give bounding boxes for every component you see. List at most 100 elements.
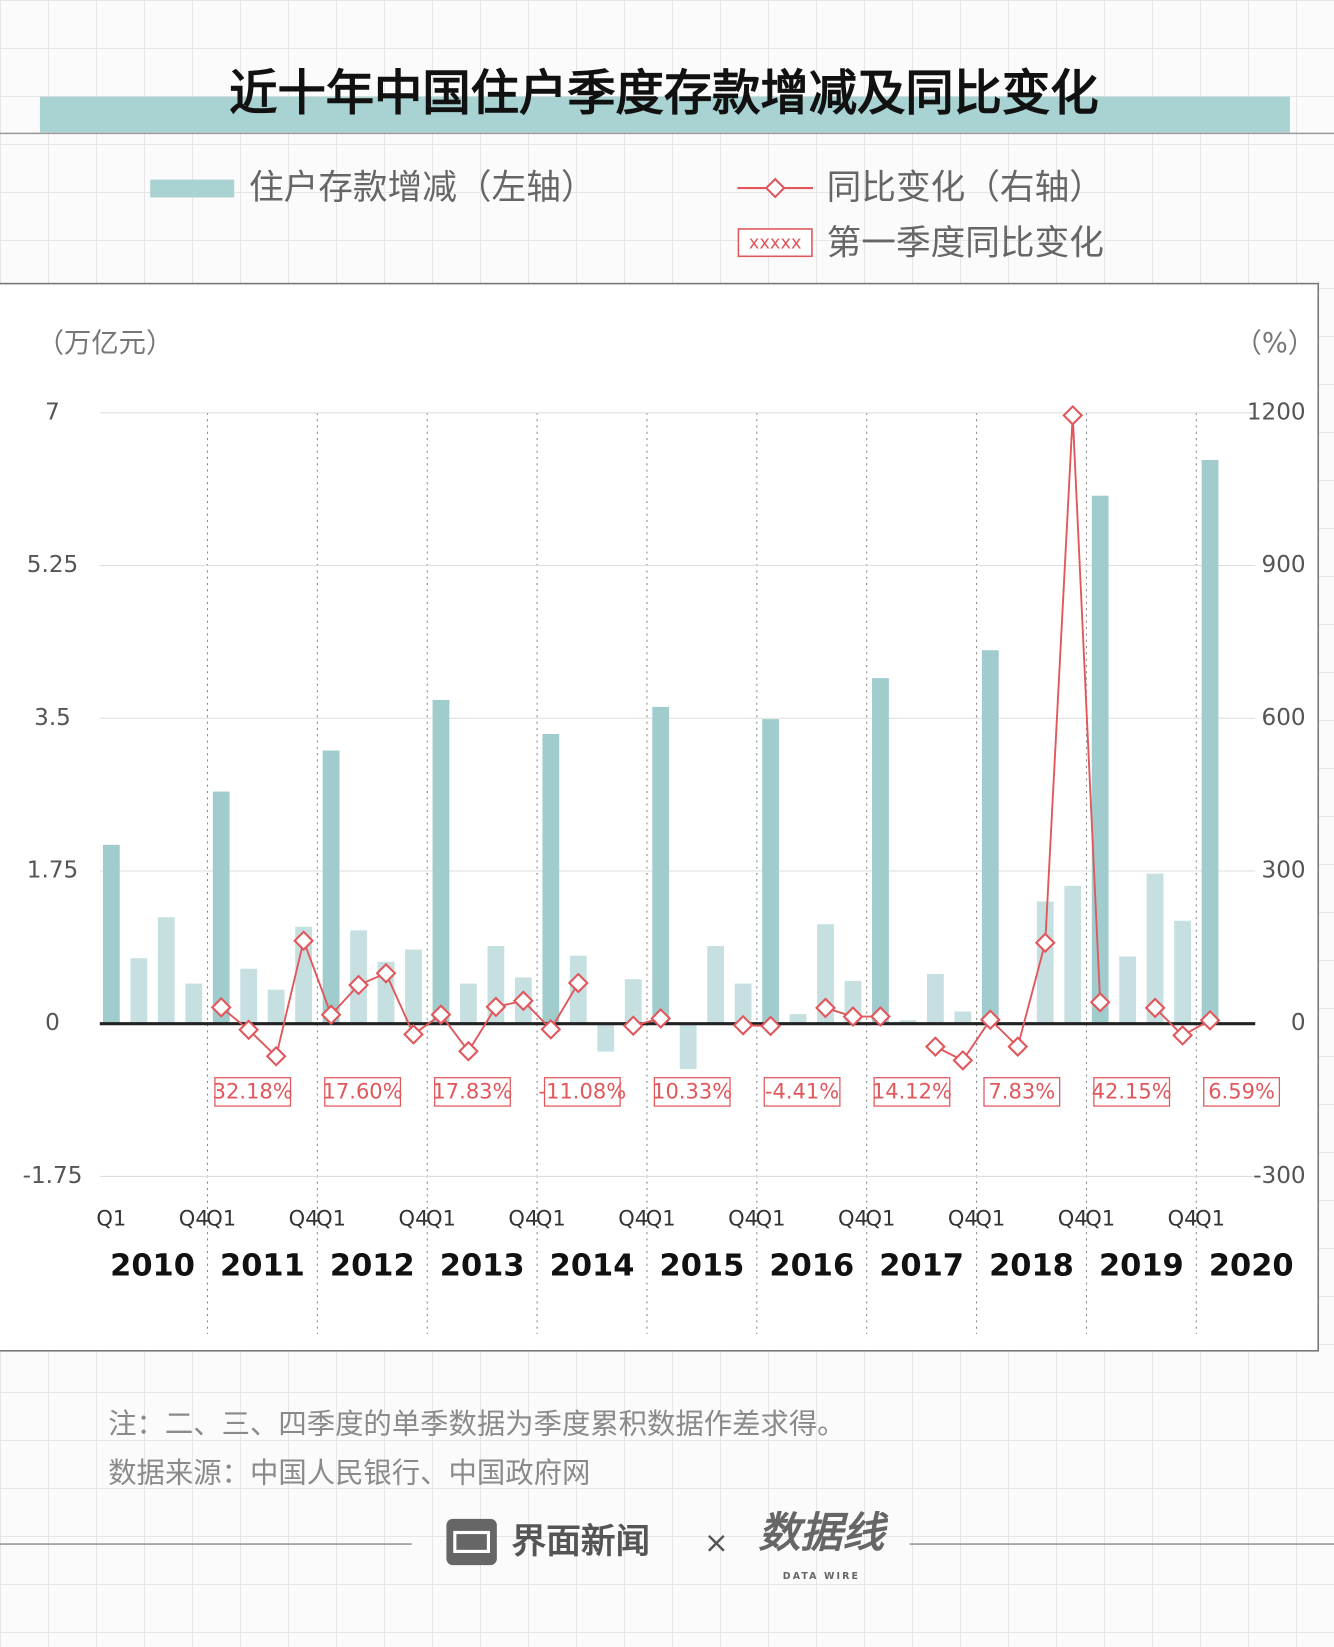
y-axis-label: （万亿元） [37, 328, 173, 359]
line-marker [348, 974, 369, 996]
separator: × [704, 1526, 729, 1560]
line-marker [210, 996, 232, 1018]
y2-tick-label: 300 [1262, 857, 1306, 883]
x-tick-label: Q1 [96, 1206, 126, 1230]
bar [981, 650, 999, 1024]
line-marker [512, 990, 534, 1012]
year-label: 2019 [1099, 1248, 1184, 1283]
value-label: 6.59% [1208, 1079, 1275, 1103]
source: 数据来源：中国人民银行、中国政府网 [108, 1457, 590, 1490]
y-tick-label: 0 [45, 1010, 60, 1036]
bar [926, 973, 944, 1024]
year-label: 2017 [879, 1248, 964, 1283]
line-marker [815, 997, 836, 1019]
line-marker [238, 1019, 260, 1041]
value-label-box [653, 1077, 731, 1107]
line-marker [650, 1008, 672, 1029]
value-label-box [983, 1077, 1061, 1107]
legend-bar-swatch [150, 179, 235, 198]
note: 注：二、三、四季度的单季数据为季度累积数据作差求得。 [108, 1407, 845, 1440]
chart-title: 近十年中国住户季度存款增减及同比变化 [229, 66, 1098, 122]
x-tick-label: Q1 [756, 1206, 786, 1230]
legend-label: 第一季度同比变化 [827, 224, 1104, 264]
line-marker [1007, 1036, 1029, 1058]
year-label: 2020 [1209, 1248, 1294, 1283]
bar [405, 949, 422, 1024]
legend-label: 同比变化（右轴） [827, 168, 1104, 208]
x-tick-label: Q4 [1058, 1206, 1088, 1230]
y2-tick-label: 600 [1262, 705, 1306, 731]
bar [707, 946, 725, 1024]
partner-sub: DATA WIRE [783, 1571, 860, 1582]
bar [734, 983, 752, 1024]
value-label-box [214, 1077, 292, 1107]
bar [185, 983, 203, 1024]
x-tick-label: Q1 [1195, 1206, 1225, 1230]
year-label: 2012 [330, 1248, 415, 1283]
brand-icon [446, 1518, 497, 1566]
value-label: -11.08% [539, 1079, 627, 1103]
line-marker [430, 1004, 452, 1026]
value-label-box [763, 1077, 841, 1107]
year-label: 2016 [769, 1248, 854, 1283]
bar [1119, 956, 1137, 1024]
value-label: 42.15% [1092, 1079, 1172, 1103]
bar [872, 678, 889, 1024]
value-label-box [1093, 1077, 1171, 1107]
line-marker [293, 930, 315, 952]
y-tick-label: 5.25 [27, 552, 78, 578]
x-tick-label: Q4 [838, 1206, 868, 1230]
line-marker [1034, 932, 1056, 954]
legend-label: 住户存款增减（左轴） [249, 168, 596, 208]
bar [102, 844, 120, 1024]
value-label: 17.83% [432, 1079, 512, 1103]
x-tick-label: Q1 [536, 1206, 566, 1230]
value-label: 10.33% [652, 1079, 732, 1103]
bar [899, 1020, 917, 1024]
x-tick-label: Q4 [1168, 1206, 1198, 1230]
line-marker [1062, 404, 1084, 426]
line-marker [842, 1006, 864, 1027]
line-marker [732, 1014, 754, 1036]
line-marker [1089, 991, 1111, 1013]
line-marker [622, 1015, 644, 1037]
x-tick-label: Q4 [618, 1206, 648, 1230]
bar [817, 924, 834, 1024]
bar [679, 1023, 697, 1070]
x-tick-label: Q1 [426, 1206, 456, 1230]
y-tick-label: -1.75 [23, 1163, 83, 1189]
bar [1091, 495, 1109, 1024]
y2-tick-label: 0 [1291, 1010, 1306, 1036]
year-label: 2015 [660, 1248, 745, 1283]
line-marker [375, 962, 397, 984]
x-tick-label: Q4 [728, 1206, 758, 1230]
y2-tick-label: 900 [1262, 552, 1306, 578]
value-label-box [1203, 1077, 1281, 1107]
bar [789, 1014, 807, 1024]
y2-tick-label: 1200 [1247, 399, 1306, 425]
line-marker [924, 1036, 946, 1058]
y-tick-label: 3.5 [34, 705, 71, 731]
value-label: 32.18% [213, 1079, 293, 1103]
year-label: 2011 [220, 1248, 305, 1283]
x-tick-label: Q4 [179, 1206, 209, 1230]
line-marker [952, 1049, 974, 1071]
bar [267, 989, 285, 1024]
year-label: 2010 [110, 1248, 195, 1283]
brand-icon-mark [453, 1530, 491, 1553]
bar [1146, 873, 1164, 1024]
bar [597, 1023, 615, 1052]
bar [130, 958, 148, 1024]
brand: 界面新闻 [512, 1522, 651, 1562]
bar [1064, 885, 1082, 1024]
value-label: -4.41% [765, 1079, 839, 1103]
value-label-box [434, 1077, 511, 1107]
x-tick-label: Q4 [399, 1206, 429, 1230]
legend-label-swatch [737, 228, 813, 258]
y2-axis-label: （%） [1235, 328, 1316, 359]
line-marker [1144, 997, 1166, 1019]
bar [542, 733, 560, 1024]
line-marker [403, 1023, 424, 1045]
